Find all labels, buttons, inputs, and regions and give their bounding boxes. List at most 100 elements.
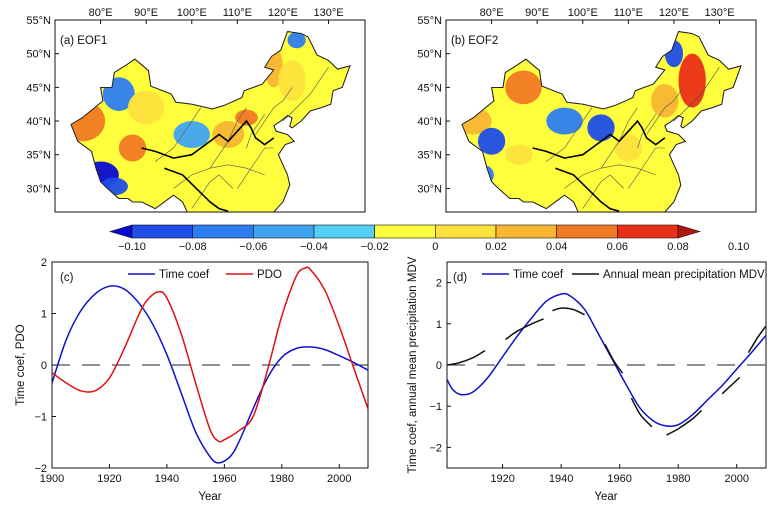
- series-pdo-line: [52, 266, 368, 443]
- province-boundary-4: [255, 87, 293, 135]
- mdv-segment-5: [666, 409, 703, 436]
- legend: Time coef Annual mean precipitation MDV: [482, 269, 765, 281]
- legend-label-precip-mdv: Annual mean precipitation MDV: [603, 269, 765, 281]
- anomaly-blob-8: [235, 109, 258, 126]
- mdv-segment-3: [604, 344, 624, 374]
- river-0: [141, 119, 275, 159]
- x-tick-label: 1920: [490, 473, 514, 485]
- river-1: [164, 167, 229, 212]
- mdv-segment-2: [552, 307, 585, 316]
- mdv-segment-4: [630, 397, 653, 428]
- colorbar-label: −0.02: [361, 241, 389, 253]
- panel-label-b: (b) EOF2: [451, 35, 498, 47]
- x-tick-label: 80°E: [480, 7, 504, 19]
- y-tick-label: −1: [429, 401, 442, 413]
- y-tick-label: 45°N: [26, 82, 51, 94]
- province-boundary-5: [282, 67, 329, 122]
- colorbar-cell-3: [253, 224, 315, 239]
- province-boundary-1: [173, 164, 265, 189]
- x-axis-label: Year: [198, 491, 221, 503]
- province-boundary-7: [246, 114, 265, 149]
- anomaly-blob-7: [212, 121, 245, 148]
- y-tick-label: −1: [34, 412, 47, 424]
- province-boundary-5: [673, 67, 720, 122]
- province-boundary-1: [564, 164, 656, 189]
- colorbar-label: 0: [432, 241, 438, 253]
- anomaly-blob-7: [678, 53, 706, 108]
- x-tick-label: 2000: [327, 473, 351, 485]
- national-boundary: [70, 31, 351, 212]
- colorbar-label: 0.04: [546, 241, 567, 253]
- province-boundary-6: [582, 174, 625, 209]
- colorbar-label: −0.10: [118, 241, 146, 253]
- province-boundary-3: [628, 147, 665, 189]
- x-tick-label: 1900: [40, 473, 64, 485]
- x-tick-label: 1920: [97, 473, 121, 485]
- y-tick-label: 50°N: [26, 49, 51, 61]
- colorbar-label: −0.04: [300, 241, 328, 253]
- anomaly-blob-8: [651, 84, 679, 118]
- series-time-coef-line: [52, 285, 368, 464]
- x-tick-label: 130°E: [704, 7, 734, 19]
- x-tick-label: 100°E: [177, 7, 207, 19]
- colorbar-label: 0.10: [728, 241, 749, 253]
- colorbar-cell-5: [374, 224, 436, 239]
- panel-label-c: (c): [60, 272, 74, 284]
- x-tick-label: 90°E: [525, 7, 549, 19]
- colorbar-cell-0: [108, 224, 133, 239]
- colorbar-cell-8: [556, 224, 618, 239]
- x-tick-label: 120°E: [659, 7, 689, 19]
- x-tick-label: 1960: [607, 473, 631, 485]
- province-boundary-7: [637, 114, 656, 149]
- y-tick-label: 1: [436, 319, 442, 331]
- y-axis-label: Time coef, PDO: [15, 324, 27, 405]
- series-time-coef-line: [447, 292, 766, 428]
- province-boundary-0: [155, 107, 202, 162]
- y-tick-label: 30°N: [417, 183, 442, 195]
- colorbar-label: −0.08: [179, 241, 207, 253]
- anomaly-blob-6: [505, 144, 533, 165]
- series-precip-mdv-segments: [447, 307, 766, 436]
- anomaly-blob-12: [287, 32, 306, 49]
- colorbar-cell-7: [495, 224, 557, 239]
- anomaly-blob-4: [477, 127, 506, 155]
- anomaly-blob-11: [168, 154, 197, 182]
- colorbar-cell-10: [677, 224, 702, 239]
- x-tick-label: 110°E: [223, 7, 252, 19]
- x-tick-label: 110°E: [614, 7, 643, 19]
- map-panel-eof1: 80°E 90°E 100°E 110°E 120°E 130°E 55°N 50°N 45°…: [26, 7, 366, 213]
- y-tick-label: 0: [41, 360, 47, 372]
- line-panel-d: 1920 1940 1960 1980 2000 −2 −1 0 1 2 (d) Time co…: [407, 256, 767, 503]
- colorbar-cell-4: [313, 224, 375, 239]
- y-tick-label: 2: [41, 257, 47, 269]
- province-boundary-4: [646, 87, 684, 135]
- anomaly-blob-6: [173, 121, 210, 148]
- mdv-segment-7: [747, 325, 766, 353]
- anomaly-blob-5: [127, 90, 165, 125]
- legend-label-time-coef: Time coef: [159, 269, 210, 281]
- legend-label-pdo: PDO: [257, 269, 282, 281]
- anomaly-blob-0: [505, 70, 542, 105]
- y-tick-label: 45°N: [417, 82, 442, 94]
- y-tick-label: 2: [436, 278, 442, 290]
- y-tick-label: 0: [436, 360, 442, 372]
- y-tick-label: 35°N: [417, 150, 442, 162]
- map-overlay-boundaries: [461, 31, 742, 212]
- colorbar: −0.10 −0.08 −0.06 −0.04 −0.02 0 0.02 0.04 0.06 0.…: [108, 224, 749, 253]
- mdv-segment-1: [505, 318, 544, 341]
- line-panel-c: 1900 1920 1940 1960 1980 2000 −2 −1 0 1 2 (c) Tim…: [15, 257, 369, 503]
- anomaly-blob-10: [278, 60, 306, 101]
- x-tick-label: 1940: [549, 473, 573, 485]
- panel-label-d: (d): [453, 272, 467, 284]
- y-tick-label: 40°N: [26, 116, 51, 128]
- y-tick-label: 50°N: [417, 49, 442, 61]
- y-tick-label: −2: [34, 463, 47, 475]
- y-tick-label: 55°N: [417, 15, 442, 27]
- anomaly-blob-2: [546, 107, 583, 135]
- x-tick-label: 1980: [270, 473, 294, 485]
- map-panel-eof2: 80°E 90°E 100°E 110°E 120°E 130°E 55°N 50°N 45°…: [417, 7, 757, 213]
- anomaly-blob-11: [569, 154, 597, 182]
- panel-label-a: (a) EOF1: [60, 35, 107, 47]
- x-tick-label: 120°E: [268, 7, 298, 19]
